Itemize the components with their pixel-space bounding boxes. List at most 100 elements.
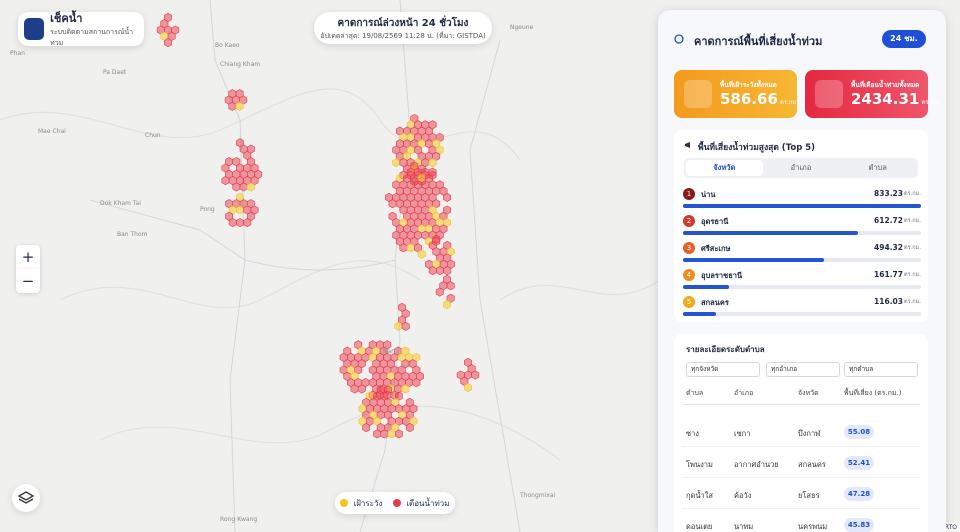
flood-hex — [387, 429, 396, 439]
flood-hex — [446, 281, 455, 291]
flood-hex — [236, 218, 244, 228]
legend-label: เตือนน้ำท่วม — [406, 498, 450, 508]
rank-unit: ตร.กม. — [904, 191, 921, 197]
place-label: Bo Kaeo — [215, 42, 240, 49]
rank-unit: ตร.กม. — [904, 272, 921, 278]
legend-item: เฝ้าระวัง — [340, 497, 382, 510]
table-cell: บึงกาฬ — [798, 429, 821, 438]
tab[interactable]: ตำบล — [868, 163, 887, 172]
row-rule — [682, 446, 920, 447]
table-cell: สกลนคร — [798, 460, 826, 469]
rank-unit: ตร.กม. — [904, 245, 921, 251]
flood-hex — [357, 384, 366, 394]
rank-value: 833.23 — [874, 189, 903, 198]
legend-dot — [340, 499, 349, 507]
zoom-out[interactable]: − — [16, 269, 40, 293]
flood-hex — [228, 101, 237, 111]
place-label: Pa Daet — [103, 69, 127, 76]
rank-unit: ตร.กม. — [904, 218, 921, 224]
flood-hexes — [156, 12, 480, 439]
tab[interactable]: จังหวัด — [686, 160, 763, 176]
rank-badge: 2 — [683, 215, 695, 227]
flood-hex — [350, 384, 359, 394]
card-number: 586.66 — [720, 90, 778, 108]
flood-hex — [239, 182, 248, 192]
flood-hex — [362, 423, 371, 433]
flood-hex — [232, 182, 241, 192]
flood-hex — [247, 182, 255, 192]
card-label: พื้นที่เตือนน้ำท่วมทั้งหมด — [851, 81, 920, 89]
flood-hex — [401, 384, 410, 394]
card-icon — [815, 80, 843, 108]
table-cell: กุดน้ำใส — [686, 491, 713, 500]
rank-name: สกลนคร — [701, 298, 729, 307]
flood-hex — [380, 429, 389, 439]
filter-select[interactable]: ทุกตำบล — [844, 362, 918, 377]
flood-hex — [164, 38, 172, 48]
column-header: อำเภอ — [734, 389, 754, 397]
flood-hex — [392, 158, 401, 168]
rank-bar — [683, 258, 825, 262]
top5-title: พื้นที่เสี่ยงน้ำท่วมสูงสุด (Top 5) — [698, 143, 816, 153]
legend-dot — [393, 499, 402, 507]
banner-updated: อัปเดตล่าสุด: 19/08/2569 11:28 น. (ที่มา… — [320, 32, 486, 40]
rank-value: 116.03 — [874, 297, 903, 306]
rank-item: 4 อุบลราชธานี 161.77 ตร.กม. — [683, 269, 921, 295]
table-cell: โพนงาม — [686, 460, 713, 469]
app-name: เช็คน้ำ — [50, 12, 83, 25]
flood-hex — [428, 266, 437, 276]
logo-icon — [24, 18, 45, 40]
flood-hex — [388, 199, 397, 209]
flood-hex — [405, 423, 414, 433]
period-button[interactable]: 24 ชม. — [882, 30, 926, 48]
tab[interactable]: อำเภอ — [790, 163, 812, 172]
zoom-in[interactable]: + — [16, 245, 40, 269]
table-cell: เซกา — [734, 429, 751, 438]
row-rule — [682, 508, 920, 509]
card-icon — [684, 80, 712, 108]
flood-hex — [443, 192, 451, 202]
roads — [89, 0, 521, 532]
flood-hex — [221, 176, 230, 186]
filter-select[interactable]: ทุกจังหวัด — [686, 362, 760, 377]
rank-item: 1 น่าน 833.23 ตร.กม. — [683, 188, 921, 214]
megaphone-icon — [685, 142, 690, 148]
legend-label: เฝ้าระวัง — [353, 498, 383, 508]
risk-value: 52.41 — [844, 456, 874, 470]
rank-name: อุบลราชธานี — [701, 271, 743, 280]
column-header: จังหวัด — [798, 389, 819, 397]
rank-bar — [683, 312, 717, 316]
table-cell: อากาศอำนวย — [734, 460, 779, 469]
flood-hex — [243, 218, 252, 228]
app-logo[interactable]: เช็คน้ำ ระบบติดตามสถานการณ์น้ำท่วม — [18, 12, 144, 47]
rank-bar — [683, 204, 921, 208]
summary-card: พื้นที่เตือนน้ำท่วมทั้งหมด 2434.31 ตร.กม. — [805, 70, 940, 118]
filter-select[interactable]: ทุกอำเภอ — [766, 362, 840, 377]
rank-bar — [683, 285, 730, 289]
table-cell: ยโสธร — [798, 491, 820, 500]
table-cell: นาทม — [734, 522, 754, 531]
summary-card: พื้นที่เฝ้าระวังทั้งหมด 586.66 ตร.กม. — [674, 70, 798, 118]
row-rule — [682, 477, 920, 478]
flood-hex — [435, 287, 444, 297]
rank-item: 5 สกลนคร 116.03 ตร.กม. — [683, 296, 921, 322]
card-number: 2434.31 — [851, 90, 920, 108]
place-label: Ngeune — [510, 24, 534, 31]
flood-hex — [428, 158, 437, 168]
rank-name: ศรีสะเกษ — [701, 244, 731, 253]
column-header: พื้นที่เสี่ยง (ตร.กม.) — [844, 389, 902, 397]
place-label: Phan — [10, 50, 25, 57]
app-subtitle: ระบบติดตามสถานการณ์น้ำท่วม — [50, 28, 134, 47]
detail-box: รายละเอียดระดับตำบล ทุกจังหวัด ทุกอำเภอ ทุ… — [674, 334, 928, 532]
table-cell: ซาง — [686, 429, 699, 438]
layers-button[interactable] — [12, 484, 40, 512]
rank-name: อุดรธานี — [701, 217, 729, 226]
flood-hex — [373, 429, 381, 439]
panel-icon — [674, 34, 684, 44]
rank-badge: 3 — [683, 242, 695, 254]
table-cell: ค้อวัง — [734, 491, 752, 500]
rank-item: 2 อุดรธานี 612.72 ตร.กม. — [683, 215, 921, 241]
risk-value: 47.28 — [844, 487, 874, 501]
table-cell: ดอนเตย — [686, 522, 713, 531]
